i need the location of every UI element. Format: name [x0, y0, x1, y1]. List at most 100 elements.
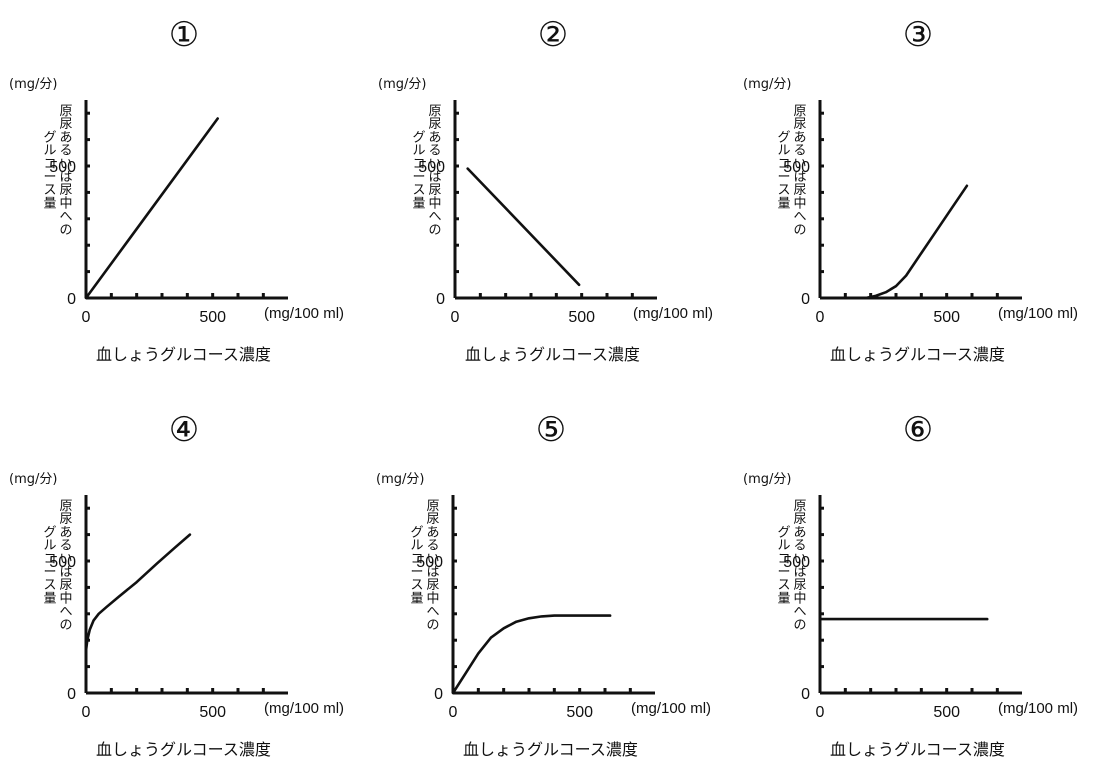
y-axis-label-char: 原: [59, 104, 72, 119]
y-axis-label-char: い: [426, 552, 439, 567]
y-axis-label-char: 尿: [793, 183, 806, 198]
x-tick-label-500: 500: [933, 309, 960, 326]
y-axis-label-col2: グルコース量: [43, 525, 56, 606]
y-axis-label-char: の: [59, 223, 72, 238]
y-axis-label-char: へ: [793, 210, 806, 225]
y-axis-label-char: ー: [777, 565, 790, 580]
y-axis-label-char: は: [426, 565, 439, 580]
y-axis-label-char: 量: [777, 196, 790, 211]
y-axis-label-char: へ: [793, 605, 806, 620]
y-axis-label-char: ル: [410, 539, 423, 554]
y-axis-label-char: 原: [793, 104, 806, 119]
y-axis-label-char: 原: [426, 499, 439, 514]
y-axis-label-char: ー: [43, 170, 56, 185]
y-axis-label-col2: グルコース量: [777, 525, 790, 606]
y-axis-label-char: グ: [43, 130, 56, 145]
y-axis-label-char: る: [793, 144, 806, 159]
y-axis-label-char: る: [428, 144, 441, 159]
panel-label: ④: [169, 410, 199, 450]
y-axis-label-char: 中: [793, 591, 806, 606]
y-axis-label-col2: グルコース量: [410, 525, 423, 606]
y-axis-unit: (mg/分): [743, 472, 791, 487]
x-tick-label-500: 500: [933, 704, 960, 721]
x-axis-unit: (mg/100 ml): [631, 700, 711, 717]
panel-label: ⑥: [903, 410, 933, 450]
y-axis-label-char: 尿: [793, 578, 806, 593]
panel-label: ③: [903, 15, 933, 55]
y-axis-label-col2: グルコース量: [777, 130, 790, 211]
y-axis-label-char: 原: [59, 499, 72, 514]
y-axis-label-char: 尿: [428, 117, 441, 132]
y-axis-label-char: グ: [410, 525, 423, 540]
y-axis-unit: (mg/分): [9, 77, 57, 92]
y-axis-label-char: 尿: [426, 578, 439, 593]
y-axis-label-char: 尿: [59, 578, 72, 593]
y-axis-label-char: ス: [777, 578, 790, 593]
y-axis-label-char: あ: [59, 130, 72, 145]
y-axis-label-char: 中: [428, 196, 441, 211]
y-axis-label-col1: 原尿あるいは尿中への: [793, 104, 806, 238]
y-axis-label-char: グ: [777, 130, 790, 145]
y-axis-label-char: ル: [777, 144, 790, 159]
y-axis-label-char: 中: [59, 591, 72, 606]
x-tick-label-0: 0: [449, 704, 458, 721]
panel-label: ⑤: [536, 410, 566, 450]
y-tick-label-500: 500: [418, 159, 445, 176]
y-tick-label-500: 500: [49, 554, 76, 571]
y-axis-label-col1: 原尿あるいは尿中への: [59, 499, 72, 633]
x-tick-label-500: 500: [568, 309, 595, 326]
y-axis-label-char: 中: [793, 196, 806, 211]
y-axis-label-char: い: [59, 552, 72, 567]
y-axis-unit: (mg/分): [376, 472, 424, 487]
y-axis-label-char: は: [59, 170, 72, 185]
y-axis-label-char: グ: [777, 525, 790, 540]
y-tick-label-500: 500: [416, 554, 443, 571]
y-axis-label-char: ス: [410, 578, 423, 593]
x-axis-unit: (mg/100 ml): [264, 305, 344, 322]
y-axis-label-char: コ: [43, 552, 56, 567]
y-tick-label-0: 0: [436, 291, 445, 308]
y-tick-label-0: 0: [67, 291, 76, 308]
panel-label: ②: [538, 15, 568, 55]
y-axis-label-char: コ: [777, 157, 790, 172]
y-axis-label-char: ー: [412, 170, 425, 185]
y-axis-unit: (mg/分): [743, 77, 791, 92]
y-axis-label-char: 量: [410, 591, 423, 606]
x-axis-unit: (mg/100 ml): [998, 305, 1078, 322]
x-tick-label-0: 0: [816, 704, 825, 721]
y-axis-label-char: ル: [43, 144, 56, 159]
y-axis-label-char: コ: [412, 157, 425, 172]
y-axis-label-char: ー: [43, 565, 56, 580]
x-axis-label: 血しょうグルコース濃度: [465, 345, 640, 364]
y-axis-label-char: る: [426, 539, 439, 554]
series-line-1: [451, 614, 612, 695]
y-axis-label-char: ス: [43, 578, 56, 593]
x-axis-unit: (mg/100 ml): [633, 305, 713, 322]
y-axis-label-char: ル: [43, 539, 56, 554]
y-tick-label-0: 0: [801, 686, 810, 703]
y-axis-label-char: る: [59, 144, 72, 159]
y-axis-label-col1: 原尿あるいは尿中への: [428, 104, 441, 238]
y-axis-label-col1: 原尿あるいは尿中への: [793, 499, 806, 633]
x-tick-label-500: 500: [199, 704, 226, 721]
y-axis-label-char: い: [428, 157, 441, 172]
x-tick-label-0: 0: [451, 309, 460, 326]
y-axis-label-char: 量: [43, 591, 56, 606]
y-axis-unit: (mg/分): [9, 472, 57, 487]
y-axis-label-char: 尿: [59, 512, 72, 527]
y-tick-label-500: 500: [783, 554, 810, 571]
y-axis-label-char: グ: [412, 130, 425, 145]
y-axis-label-char: の: [793, 223, 806, 238]
y-axis-label-char: は: [793, 170, 806, 185]
x-axis-label: 血しょうグルコース濃度: [830, 740, 1005, 759]
y-tick-label-500: 500: [783, 159, 810, 176]
y-axis-label-char: ス: [777, 183, 790, 198]
x-tick-label-0: 0: [82, 704, 91, 721]
y-axis-label-char: の: [428, 223, 441, 238]
y-axis-label-char: ー: [777, 170, 790, 185]
